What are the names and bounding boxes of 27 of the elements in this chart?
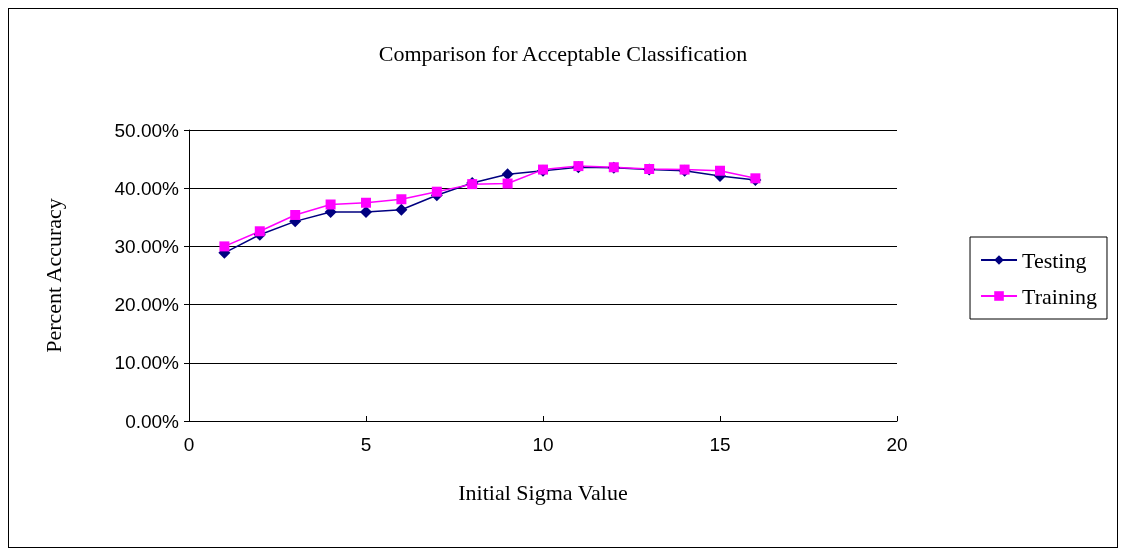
y-tick-label: 20.00% [114, 294, 180, 316]
point [396, 194, 407, 205]
point [715, 165, 725, 176]
point [360, 206, 372, 219]
y-tick-label: 50.00% [114, 119, 180, 141]
point [395, 203, 408, 216]
x-tick-label: 10 [532, 434, 554, 455]
y-tick-label: 0.00% [125, 410, 180, 432]
point [502, 178, 513, 189]
y-tick-label: 30.00% [114, 235, 180, 257]
y-tick-label: 40.00% [114, 177, 180, 199]
x-axis-title: Initial Sigma Value [458, 479, 628, 505]
chart-title: Comparison for Acceptable Classification [378, 40, 748, 66]
x-tick-label: 20 [886, 434, 908, 455]
y-axis-title: Percent Accuracy [40, 198, 66, 353]
point [361, 197, 371, 208]
y-tick-label: 10.00% [114, 352, 180, 374]
point [254, 226, 265, 237]
point [431, 186, 442, 197]
x-tick-label: 5 [360, 434, 372, 455]
x-tick-label: 15 [709, 434, 731, 455]
point [290, 209, 301, 220]
x-tick-label: 0 [183, 434, 195, 455]
legend-label: Testing [1022, 247, 1087, 273]
point [219, 241, 230, 252]
legend-label: Training [1022, 283, 1097, 309]
point [325, 199, 336, 210]
